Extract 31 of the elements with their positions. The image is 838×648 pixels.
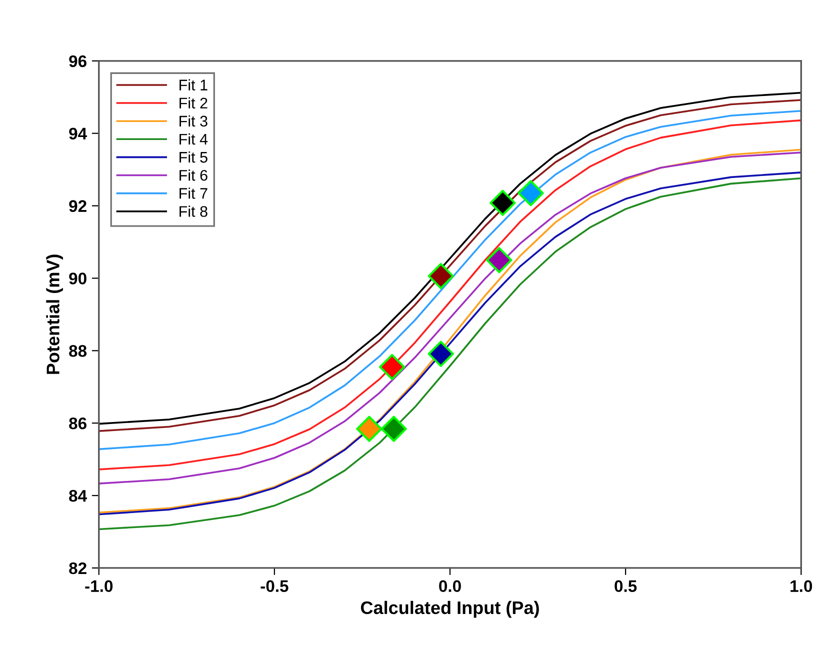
point [518, 180, 544, 206]
y-tick-label: 90 [69, 272, 86, 284]
x-tick-label: -0.5 [260, 580, 288, 592]
point [490, 190, 516, 216]
y-tick-label: 94 [69, 128, 87, 140]
point [486, 247, 512, 274]
y-tick-label: 84 [69, 490, 87, 502]
y-tick-label: 88 [69, 345, 87, 357]
legend-label: Fit 6 [180, 170, 208, 181]
point [380, 416, 407, 442]
legend-label: Fit 3 [180, 115, 208, 127]
legend-label: Fit 5 [180, 151, 208, 163]
y-axis-title: Potential (mV) [46, 254, 63, 374]
y-tick-label: 96 [69, 55, 86, 68]
point [356, 416, 382, 442]
legend-label: Fit 7 [180, 188, 208, 199]
point [428, 262, 454, 290]
x-tick-label: 0.5 [614, 580, 637, 592]
x-tick-label: -1.0 [85, 580, 113, 592]
legend-label: Fit 2 [180, 97, 208, 108]
legend-label: Fit 1 [180, 79, 208, 90]
y-tick-label: 92 [69, 200, 86, 212]
legend-label: Fit 8 [180, 206, 208, 217]
legend-label: Fit 4 [180, 133, 208, 145]
y-tick-label: 82 [69, 562, 86, 574]
point [379, 354, 406, 380]
point [428, 340, 454, 367]
x-tick-label: 0.0 [439, 580, 461, 592]
x-axis-title: Calculated Input (Pa) [360, 600, 539, 618]
y-tick-label: 86 [69, 418, 86, 430]
x-tick-label: 1.0 [790, 580, 812, 592]
